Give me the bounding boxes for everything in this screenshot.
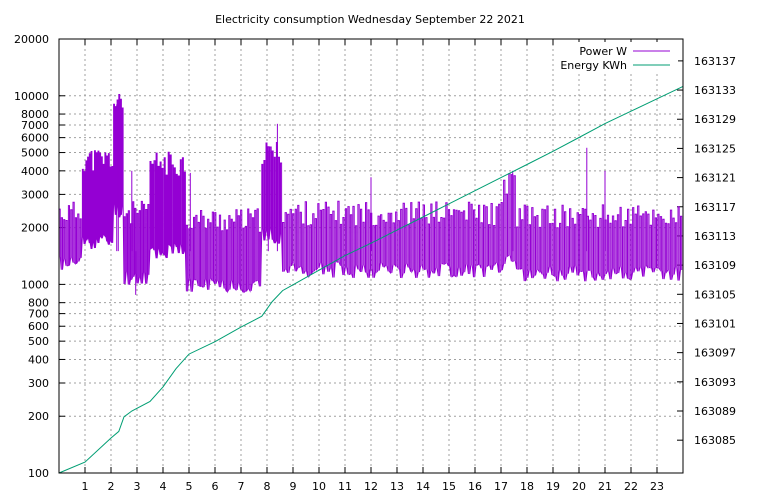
x-tick-label: 14 [416, 480, 430, 493]
x-tick-label: 8 [264, 480, 271, 493]
y-right-tick-label: 163105 [694, 288, 736, 301]
x-tick-label: 18 [520, 480, 534, 493]
x-tick-label: 10 [312, 480, 326, 493]
legend: Power W Energy KWh [560, 42, 678, 72]
y-left-tick-label: 400 [28, 353, 49, 366]
y-right-tick-label: 163129 [694, 113, 736, 126]
x-tick-label: 20 [572, 480, 586, 493]
y-right-tick-label: 163117 [694, 201, 736, 214]
chart-title: Electricity consumption Wednesday Septem… [215, 13, 525, 26]
y-left-tick-label: 8000 [21, 108, 49, 121]
energy-series [58, 85, 684, 474]
y-right-tick-label: 163125 [694, 142, 736, 155]
x-tick-label: 3 [134, 480, 141, 493]
y-left-tick-label: 200 [28, 410, 49, 423]
x-tick-label: 13 [390, 480, 404, 493]
energy-line [58, 85, 684, 474]
x-tick-label: 12 [364, 480, 378, 493]
y-left-tick-label: 4000 [21, 165, 49, 178]
y-left-tick-label: 3000 [21, 188, 49, 201]
x-tick-label: 15 [442, 480, 456, 493]
x-tick-label: 22 [624, 480, 638, 493]
y-left-tick-label: 20000 [14, 33, 49, 46]
x-tick-label: 23 [650, 480, 664, 493]
y-right-tick-label: 163089 [694, 405, 736, 418]
x-tick-label: 2 [108, 480, 115, 493]
legend-label-energy: Energy KWh [560, 59, 627, 72]
y-left-tick-label: 6000 [21, 132, 49, 145]
y-left-tick-label: 7000 [21, 119, 49, 132]
x-tick-label: 7 [238, 480, 245, 493]
x-tick-label: 1 [82, 480, 89, 493]
y-left-tick-label: 1000 [21, 278, 49, 291]
x-tick-label: 19 [546, 480, 560, 493]
x-tick-label: 9 [290, 480, 297, 493]
y-left-tick-label: 5000 [21, 147, 49, 160]
y-right-tick-label: 163137 [694, 55, 736, 68]
x-tick-label: 4 [160, 480, 167, 493]
plot-frame [58, 38, 684, 474]
x-tick-label: 5 [186, 480, 193, 493]
x-tick-label: 6 [212, 480, 219, 493]
power-line [58, 94, 683, 294]
x-tick-label: 21 [598, 480, 612, 493]
y-left-tick-label: 700 [28, 308, 49, 321]
y-right-tick-label: 163113 [694, 230, 736, 243]
y-left-tick-label: 100 [28, 467, 49, 480]
y-left-tick-label: 10000 [14, 90, 49, 103]
y-left-tick-label: 2000 [21, 222, 49, 235]
y-left-tick-label: 800 [28, 297, 49, 310]
power-series [58, 94, 683, 295]
x-tick-label: 16 [468, 480, 482, 493]
y-left-tick-label: 300 [28, 377, 49, 390]
y-left-tick-label: 500 [28, 335, 49, 348]
y-right-tick-label: 163133 [694, 84, 736, 97]
y-right-tick-label: 163093 [694, 376, 736, 389]
axis-ticks: 1 2 3 4 5 6 7 8 9 10 11 12 13 14 15 16 17 18 19 20 21 22 23100… [14, 33, 736, 493]
y-right-tick-label: 163109 [694, 259, 736, 272]
x-tick-label: 17 [494, 480, 508, 493]
y-right-tick-label: 163121 [694, 172, 736, 185]
y-right-tick-label: 163101 [694, 317, 736, 330]
y-right-tick-label: 163097 [694, 347, 736, 360]
legend-label-power: Power W [579, 45, 627, 58]
y-right-tick-label: 163085 [694, 434, 736, 447]
legend-background [560, 42, 678, 72]
y-left-tick-label: 600 [28, 320, 49, 333]
x-tick-label: 11 [338, 480, 352, 493]
